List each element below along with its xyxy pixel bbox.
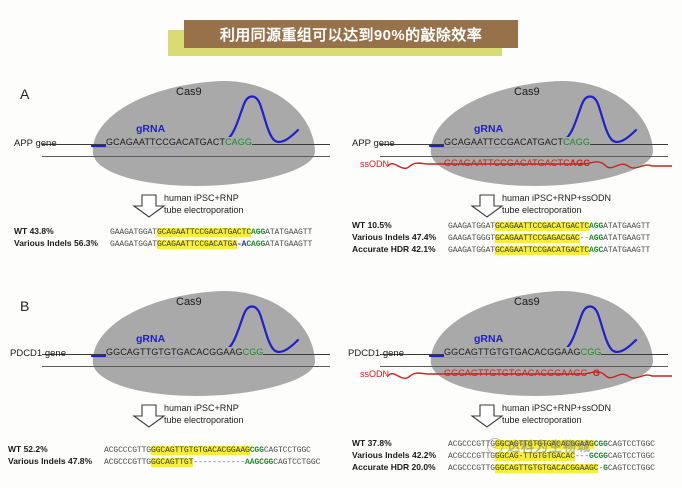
panel-b-right-alignment: WT 37.8% ACGCCCGTTGGGCAGTTGTGTGACACGGAAG… <box>352 438 682 474</box>
gene-label-pdcd1-right: PDCD1 gene <box>348 348 404 359</box>
target-sequence-left: GCAGAATTCCGACATGACTCAGG <box>106 137 252 147</box>
alignment-sequence: GAAGATGGATGCAGAATTCCGACATGACTCAGGATATGAA… <box>110 228 313 237</box>
alignment-sequence: GAAGATGGGTGCAGAATTCCGAGACGAC--AGGATATGAA… <box>448 234 651 243</box>
down-arrow-icon <box>132 404 166 428</box>
panel-a-left-treatment: human iPSC+RNP tube electroporation <box>14 193 344 220</box>
target-sequence-right: GCAGAATTCCGACATGACTCAGG <box>444 137 590 147</box>
panel-a: A Cas9 gRNA APP gene GCAGAATTCCGACATGACT… <box>0 76 682 278</box>
alignment-row: Various Indels 47.8% ACGCCCGTTGGGCAGTTGT… <box>8 456 321 467</box>
alignment-row: WT 10.5% GAAGATGGATGCAGAATTCCGACATGACTCA… <box>352 220 651 231</box>
ssodn-strand-icon <box>387 371 672 379</box>
dna-strand-bottom <box>42 156 330 157</box>
watermark-text: 达科为生物城 <box>507 439 592 454</box>
title-banner: 利用同源重组可以达到90%的敲除效率 <box>168 20 518 56</box>
panel-b-letter: B <box>20 298 30 314</box>
cas9-label: Cas9 <box>176 86 202 98</box>
ssodn-strand-icon <box>387 161 672 169</box>
grna-label: gRNA <box>136 123 166 135</box>
cas9-label: Cas9 <box>514 86 540 98</box>
alignment-sequence: ACGCCCGTTGGGCAGTTGT-----------AAGCGGCAGT… <box>104 458 321 467</box>
banner-title: 利用同源重组可以达到90%的敲除效率 <box>219 26 483 44</box>
dna-strand-bottom <box>42 366 330 367</box>
banner-main <box>184 20 518 48</box>
panel-a-right-diagram: Cas9 gRNA APP gene GCAGAATTCCGACATGACTCA… <box>352 76 682 196</box>
treatment-caption: human iPSC+RNP tube electroporation <box>164 403 244 425</box>
panel-b-left-alignment: WT 52.2% ACGCCCGTTGGGCAGTTGTGTGACACGGAAG… <box>8 444 348 468</box>
alignment-sequence: ACGCCCGTTGGGCAG-TTGTGTGACAC---GCGGCAGTCC… <box>448 452 655 461</box>
down-arrow-icon <box>470 194 504 218</box>
ssodn-label: ssODN <box>360 369 389 379</box>
down-arrow-icon <box>470 404 504 428</box>
watermark: 达科为生物城 <box>487 436 591 455</box>
dna-strand-bottom <box>380 156 668 157</box>
grna-label: gRNA <box>474 333 504 345</box>
alignment-row: Accurate HDR 20.0% ACGCCCGTTGGGCAGTTGTGT… <box>352 462 655 473</box>
panel-a-left-alignment: WT 43.8% GAAGATGGATGCAGAATTCCGACATGACTCA… <box>14 226 354 250</box>
gene-label-pdcd1-left: PDCD1 gene <box>10 348 66 359</box>
alignment-sequence: GAAGATGGATGCAGAATTCCGACATGACTCAGCATATGAA… <box>448 246 651 255</box>
ssodn-sequence: GGCAGTTGTGTGACACGGAAGC- G <box>444 368 601 378</box>
panel-a-right-alignment: WT 10.5% GAAGATGGATGCAGAATTCCGACATGACTCA… <box>352 220 682 256</box>
dna-strand-bottom <box>380 366 668 367</box>
ssodn-label: ssODN <box>360 159 389 169</box>
alignment-sequence: ACGCCCGTTGGGCAGTTGTGTGACACGGAAGCGGCAGTCC… <box>104 446 311 455</box>
panel-b-right-diagram: Cas9 gRNA PDCD1 gene GGCAGTTGTGTGACACGGA… <box>348 286 682 406</box>
alignment-row: WT 43.8% GAAGATGGATGCAGAATTCCGACATGACTCA… <box>14 226 313 237</box>
alignment-sequence: GAAGATGGATGCAGAATTCCGACATGACTCAGGATATGAA… <box>448 222 651 231</box>
treatment-caption: human iPSC+RNP tube electroporation <box>164 193 244 215</box>
panel-b-right-treatment: human iPSC+RNP+ssODN tube electroporation <box>352 403 682 430</box>
alignment-sequence: GAAGATGGATGCAGAATTCCGACATGA-ACAGGATATGAA… <box>110 240 313 249</box>
grna-label: gRNA <box>136 333 166 345</box>
treatment-caption: human iPSC+RNP+ssODN tube electroporation <box>502 403 612 425</box>
alignment-row: WT 37.8% ACGCCCGTTGGGCAGTTGTGTGACACGGAAG… <box>352 438 655 449</box>
down-arrow-icon <box>132 194 166 218</box>
alignment-row: Various Indels 42.2% ACGCCCGTTGGGCAG-TTG… <box>352 450 655 461</box>
treatment-caption: human iPSC+RNP+ssODN tube electroporation <box>502 193 612 215</box>
alignment-row: Various Indels 47.4% GAAGATGGGTGCAGAATTC… <box>352 232 651 243</box>
panel-b-left-treatment: human iPSC+RNP tube electroporation <box>14 403 344 430</box>
alignment-sequence: ACGCCCGTTGGGCAGTTGTGTGACACGGAAGC-GCAGTCC… <box>448 464 655 473</box>
alignment-row: WT 52.2% ACGCCCGTTGGGCAGTTGTGTGACACGGAAG… <box>8 444 311 455</box>
grna-label: gRNA <box>474 123 504 135</box>
watermark-logo-icon <box>487 437 503 454</box>
panel-a-right-treatment: human iPSC+RNP+ssODN tube electroporation <box>352 193 682 220</box>
panel-b: B Cas9 gRNA PDCD1 gene GGCAGTTGTGTGACACG… <box>0 286 682 488</box>
panel-b-left-diagram: Cas9 gRNA PDCD1 gene GGCAGTTGTGTGACACGGA… <box>10 286 344 406</box>
panel-a-letter: A <box>20 86 30 102</box>
target-sequence-left: GGCAGTTGTGTGACACGGAAGCGG <box>106 347 264 357</box>
target-sequence-right: GGCAGTTGTGTGACACGGAAGCGG <box>444 347 602 357</box>
cas9-label: Cas9 <box>176 296 202 308</box>
alignment-sequence: ACGCCCGTTGGGCAGTTGTGTGACACGGAAGCGGCAGTCC… <box>448 440 655 449</box>
cas9-label: Cas9 <box>514 296 540 308</box>
alignment-row: Accurate HDR 42.1% GAAGATGGATGCAGAATTCCG… <box>352 244 651 255</box>
gene-label-app-left: APP gene <box>14 138 57 149</box>
panel-a-left-diagram: Cas9 gRNA APP gene GCAGAATTCCGACATGACTCA… <box>14 76 344 196</box>
ssodn-sequence: GCAGAATTCCGACATGACTCAGC <box>444 158 590 168</box>
alignment-row: Various Indels 56.3% GAAGATGGATGCAGAATTC… <box>14 238 313 249</box>
gene-label-app-right: APP gene <box>352 138 395 149</box>
